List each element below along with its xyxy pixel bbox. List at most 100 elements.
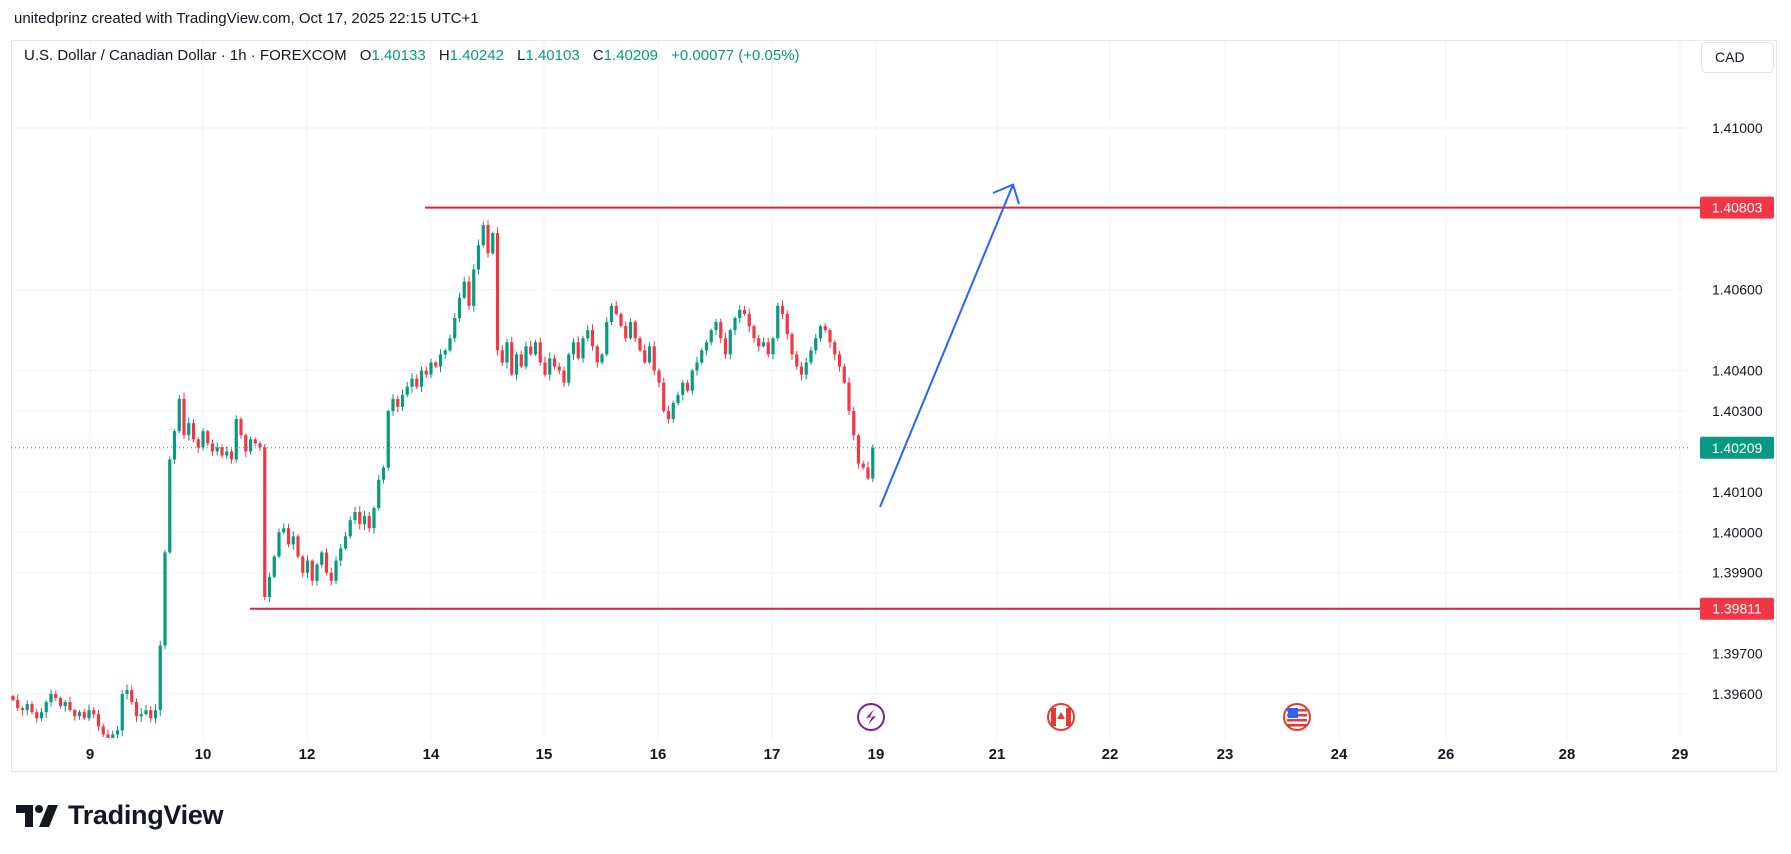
symbol-title[interactable]: U.S. Dollar / Canadian Dollar · 1h · FOR… [24, 47, 347, 64]
candle-body [619, 313, 623, 327]
candle [600, 353, 604, 365]
candle [381, 465, 386, 484]
candle-body [833, 342, 837, 355]
candle-body [780, 305, 785, 314]
candle [472, 264, 476, 312]
candle-body [856, 435, 861, 464]
candle-body [738, 309, 742, 319]
candle [790, 332, 794, 361]
candle [453, 313, 457, 343]
candle-body [405, 386, 409, 395]
candle-body [44, 702, 48, 713]
candle-body [410, 378, 414, 387]
candle [101, 723, 105, 738]
candle [20, 706, 25, 716]
candle-body [524, 346, 528, 367]
candle-body [842, 366, 846, 383]
lightning-icon[interactable] [857, 703, 885, 731]
candle-body [799, 366, 804, 375]
candle [315, 562, 319, 586]
candle-body [424, 370, 428, 375]
candle [567, 352, 571, 387]
candle-body [20, 708, 25, 711]
candle-body [790, 334, 794, 355]
candle [548, 352, 552, 381]
candle-body [638, 338, 642, 351]
candle [690, 368, 694, 395]
us-flag-icon[interactable] [1283, 703, 1311, 731]
candle [210, 439, 215, 456]
candle [115, 725, 120, 738]
high-label: H [438, 47, 450, 64]
candle-body [552, 358, 557, 367]
candle-body [125, 689, 129, 694]
candle [647, 342, 652, 365]
chart-attribution: unitedprinz created with TradingView.com… [14, 10, 479, 27]
candle-body [757, 338, 761, 347]
candle-body [149, 710, 153, 719]
candle [761, 337, 766, 348]
candle [225, 446, 229, 460]
candle-body [609, 305, 614, 323]
price-level-label: 1.39811 [1712, 601, 1762, 617]
candle [524, 341, 528, 370]
candle [795, 350, 799, 370]
candle [358, 506, 362, 530]
candle-body [828, 330, 832, 343]
tradingview-logo[interactable]: TradingView [16, 800, 224, 831]
candle [605, 317, 609, 357]
candle-body [590, 330, 595, 347]
candle [348, 516, 352, 539]
time-tick-label: 24 [1331, 746, 1348, 763]
candle-body [747, 313, 751, 327]
candle [82, 708, 86, 720]
candle [92, 706, 96, 719]
currency-button[interactable]: CAD [1701, 42, 1774, 73]
candle [543, 356, 547, 377]
candle-body [419, 370, 424, 387]
candle-body [201, 431, 205, 448]
candle [719, 318, 723, 344]
candle [804, 357, 808, 380]
candle-body [267, 576, 272, 597]
candle [201, 428, 205, 451]
candle-body [187, 423, 191, 436]
candle-body [548, 358, 552, 375]
candle-body [581, 338, 585, 359]
time-tick-label: 12 [299, 746, 316, 763]
candle [633, 319, 637, 343]
candle [35, 708, 39, 723]
candle [595, 344, 599, 368]
candle [443, 348, 447, 359]
candle [87, 704, 91, 721]
canada-flag-icon[interactable] [1047, 703, 1075, 731]
candle-body [225, 451, 229, 456]
candle [372, 506, 376, 534]
candle-body [220, 447, 224, 456]
symbol-legend: U.S. Dollar / Canadian Dollar · 1h · FOR… [24, 47, 800, 64]
time-tick-label: 19 [868, 746, 885, 763]
candle-body [714, 322, 718, 331]
candle [514, 351, 519, 380]
candle-body [11, 696, 15, 701]
candle [239, 417, 243, 439]
candle-body [239, 419, 243, 436]
candle-body [106, 734, 110, 738]
candle [163, 549, 167, 650]
candle [25, 700, 29, 715]
candle [742, 306, 747, 316]
candle [714, 318, 718, 336]
candle [486, 220, 490, 258]
price-tick-label: 1.39600 [1712, 686, 1763, 702]
candle-body [472, 269, 476, 306]
candle [324, 548, 329, 576]
candle [286, 523, 291, 548]
candle [144, 704, 148, 716]
candle-body [362, 516, 367, 525]
candle [533, 340, 538, 356]
candle-body [633, 322, 637, 339]
candle [353, 506, 357, 525]
candle [96, 709, 101, 731]
candle [248, 436, 253, 455]
